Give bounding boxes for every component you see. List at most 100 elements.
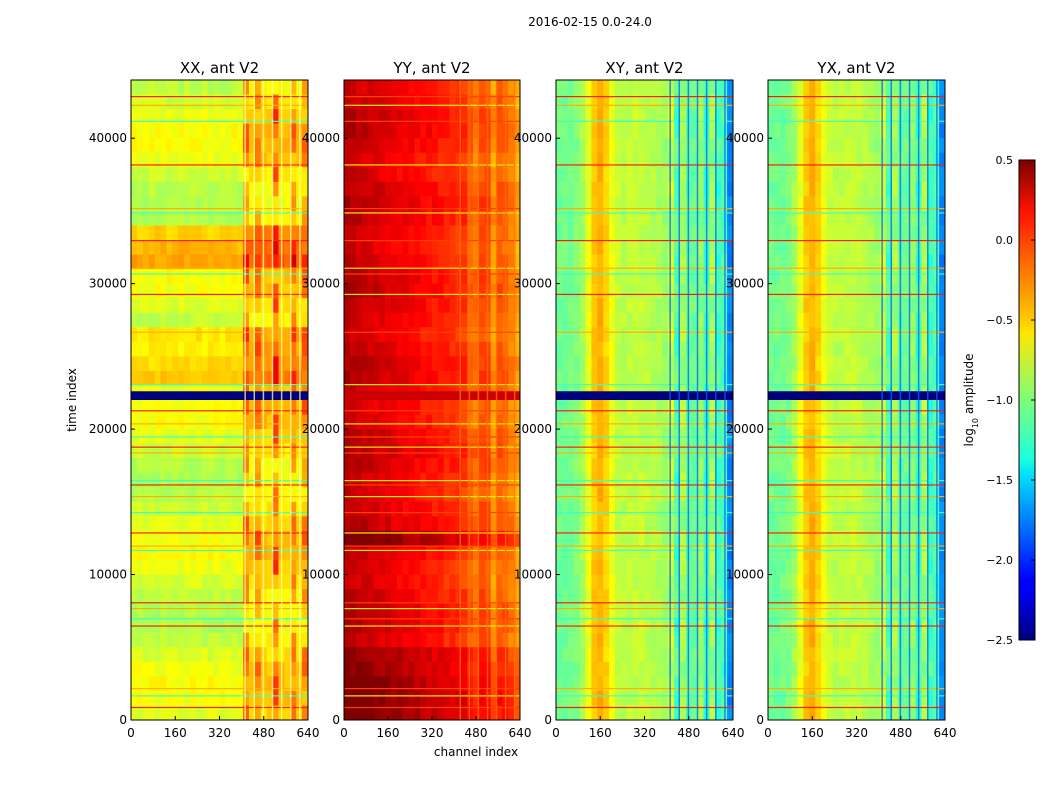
heatmap-cell — [880, 109, 887, 125]
heatmap-cell — [556, 545, 563, 561]
heatmap-cell — [443, 603, 451, 619]
heatmap-cell — [266, 530, 274, 547]
heatmap-cell — [927, 443, 934, 459]
heatmap-cell — [344, 487, 351, 503]
heatmap-cell — [508, 240, 515, 256]
heatmap-cell — [779, 196, 787, 212]
heatmap-cell — [697, 632, 705, 648]
heatmap-cell — [379, 210, 386, 227]
heatmap-cell — [266, 196, 274, 212]
rfi-time-line — [131, 695, 308, 697]
heatmap-cell — [478, 210, 486, 227]
heatmap-cell — [478, 705, 486, 720]
heatmap-cell — [184, 167, 191, 183]
heatmap-cell — [609, 661, 616, 677]
heatmap-cell — [886, 327, 893, 343]
heatmap-cell — [184, 181, 191, 197]
heatmap-cell — [791, 327, 799, 343]
heatmap-cell — [838, 210, 846, 227]
heatmap-cell — [373, 356, 380, 372]
heatmap-cell — [344, 458, 351, 474]
heatmap-cell — [243, 123, 250, 139]
heatmap-cell — [715, 414, 722, 430]
heatmap-cell — [461, 487, 468, 503]
heatmap-cell — [160, 574, 167, 590]
heatmap-cell — [207, 123, 215, 139]
heatmap-cell — [709, 574, 716, 590]
heatmap-cell — [768, 487, 775, 503]
heatmap-cell — [921, 254, 928, 270]
heatmap-cell — [844, 94, 852, 110]
heatmap-cell — [556, 210, 563, 227]
heatmap-cell — [349, 167, 357, 183]
heatmap-cell — [644, 574, 651, 590]
heatmap-cell — [142, 181, 150, 197]
heatmap-cell — [195, 298, 203, 314]
heatmap-cell — [190, 138, 197, 154]
heatmap-cell — [254, 225, 262, 241]
heatmap-cell — [184, 254, 191, 270]
heatmap-cell — [344, 603, 351, 619]
heatmap-cell — [166, 589, 173, 605]
heatmap-cell — [921, 181, 928, 197]
heatmap-cell — [656, 210, 663, 227]
heatmap-cell — [178, 254, 185, 270]
heatmap-cell — [668, 80, 675, 96]
heatmap-cell — [385, 400, 392, 416]
heatmap-cell — [373, 327, 380, 343]
heatmap-cell — [656, 676, 663, 692]
heatmap-cell — [874, 370, 881, 387]
heatmap-cell — [514, 516, 520, 532]
heatmap-cell — [909, 254, 917, 270]
heatmap-cell — [225, 80, 232, 96]
heatmap-cell — [809, 269, 816, 285]
heatmap-cell — [886, 458, 893, 474]
heatmap-cell — [290, 589, 297, 605]
rfi-time-line — [131, 608, 308, 610]
heatmap-cell — [832, 196, 840, 212]
heatmap-cell — [190, 123, 197, 139]
heatmap-cell — [172, 80, 179, 96]
heatmap-cell — [597, 269, 604, 285]
heatmap-cell — [691, 327, 699, 343]
heatmap-cell — [626, 312, 634, 328]
heatmap-cell — [443, 269, 451, 285]
rfi-channel-stripe — [280, 80, 283, 720]
heatmap-cell — [880, 298, 887, 314]
heatmap-cell — [679, 254, 687, 270]
heatmap-cell — [638, 196, 646, 212]
heatmap-cell — [797, 152, 804, 168]
heatmap-cell — [609, 560, 616, 576]
heatmap-cell — [620, 254, 628, 270]
heatmap-cell — [178, 458, 185, 474]
heatmap-cell — [496, 240, 503, 256]
heatmap-cell — [355, 312, 363, 328]
heatmap-cell — [402, 647, 410, 663]
heatmap-cell — [361, 269, 369, 285]
heatmap-cell — [715, 94, 722, 110]
heatmap-cell — [927, 152, 934, 168]
heatmap-cell — [785, 94, 793, 110]
heatmap-cell — [207, 94, 215, 110]
heatmap-cell — [585, 516, 592, 532]
heatmap-cell — [585, 400, 592, 416]
heatmap-cell — [402, 254, 410, 270]
heatmap-cell — [266, 356, 274, 372]
heatmap-cell — [385, 603, 392, 619]
heatmap-cell — [909, 123, 917, 139]
heatmap-cell — [426, 676, 433, 692]
heatmap-cell — [237, 80, 244, 96]
heatmap-cell — [154, 443, 162, 459]
heatmap-cell — [561, 341, 569, 357]
heatmap-cell — [856, 283, 863, 299]
heatmap-cell — [827, 167, 834, 183]
heatmap-cell — [414, 210, 421, 227]
heatmap-cell — [396, 560, 404, 576]
rfi-channel-stripe — [504, 80, 507, 720]
heatmap-cell — [921, 240, 928, 256]
heatmap-cell — [838, 400, 846, 416]
x-tick-label: 160 — [164, 726, 187, 740]
heatmap-cell — [615, 574, 622, 590]
rfi-time-line — [556, 273, 733, 275]
heatmap-cell — [615, 109, 622, 125]
